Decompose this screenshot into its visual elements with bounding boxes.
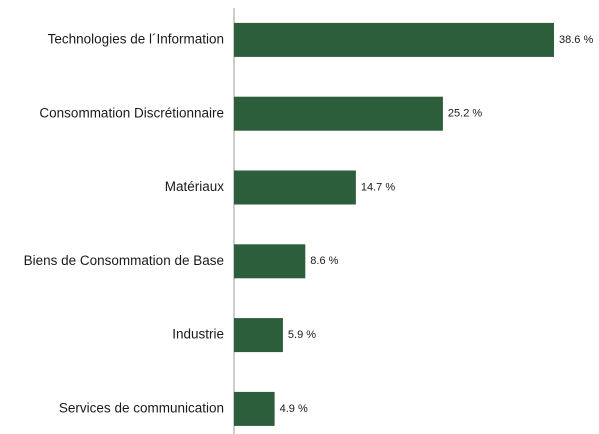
category-label: Services de communication — [59, 400, 224, 415]
value-label: 25.2 % — [448, 108, 482, 120]
category-label: Industrie — [172, 327, 224, 342]
value-label: 4.9 % — [280, 403, 308, 415]
category-label: Matériaux — [165, 179, 225, 194]
value-label: 8.6 % — [310, 255, 338, 267]
bar — [234, 96, 443, 131]
bar — [234, 391, 275, 426]
value-label: 38.6 % — [559, 34, 593, 46]
category-label: Consommation Discrétionnaire — [39, 105, 224, 120]
category-label: Technologies de l´Information — [48, 31, 224, 46]
bar — [234, 318, 283, 353]
bar — [234, 170, 356, 205]
bar — [234, 22, 554, 57]
bar — [234, 244, 306, 279]
value-label: 14.7 % — [361, 181, 395, 193]
value-label: 5.9 % — [288, 329, 316, 341]
category-label: Biens de Consommation de Base — [24, 253, 224, 268]
